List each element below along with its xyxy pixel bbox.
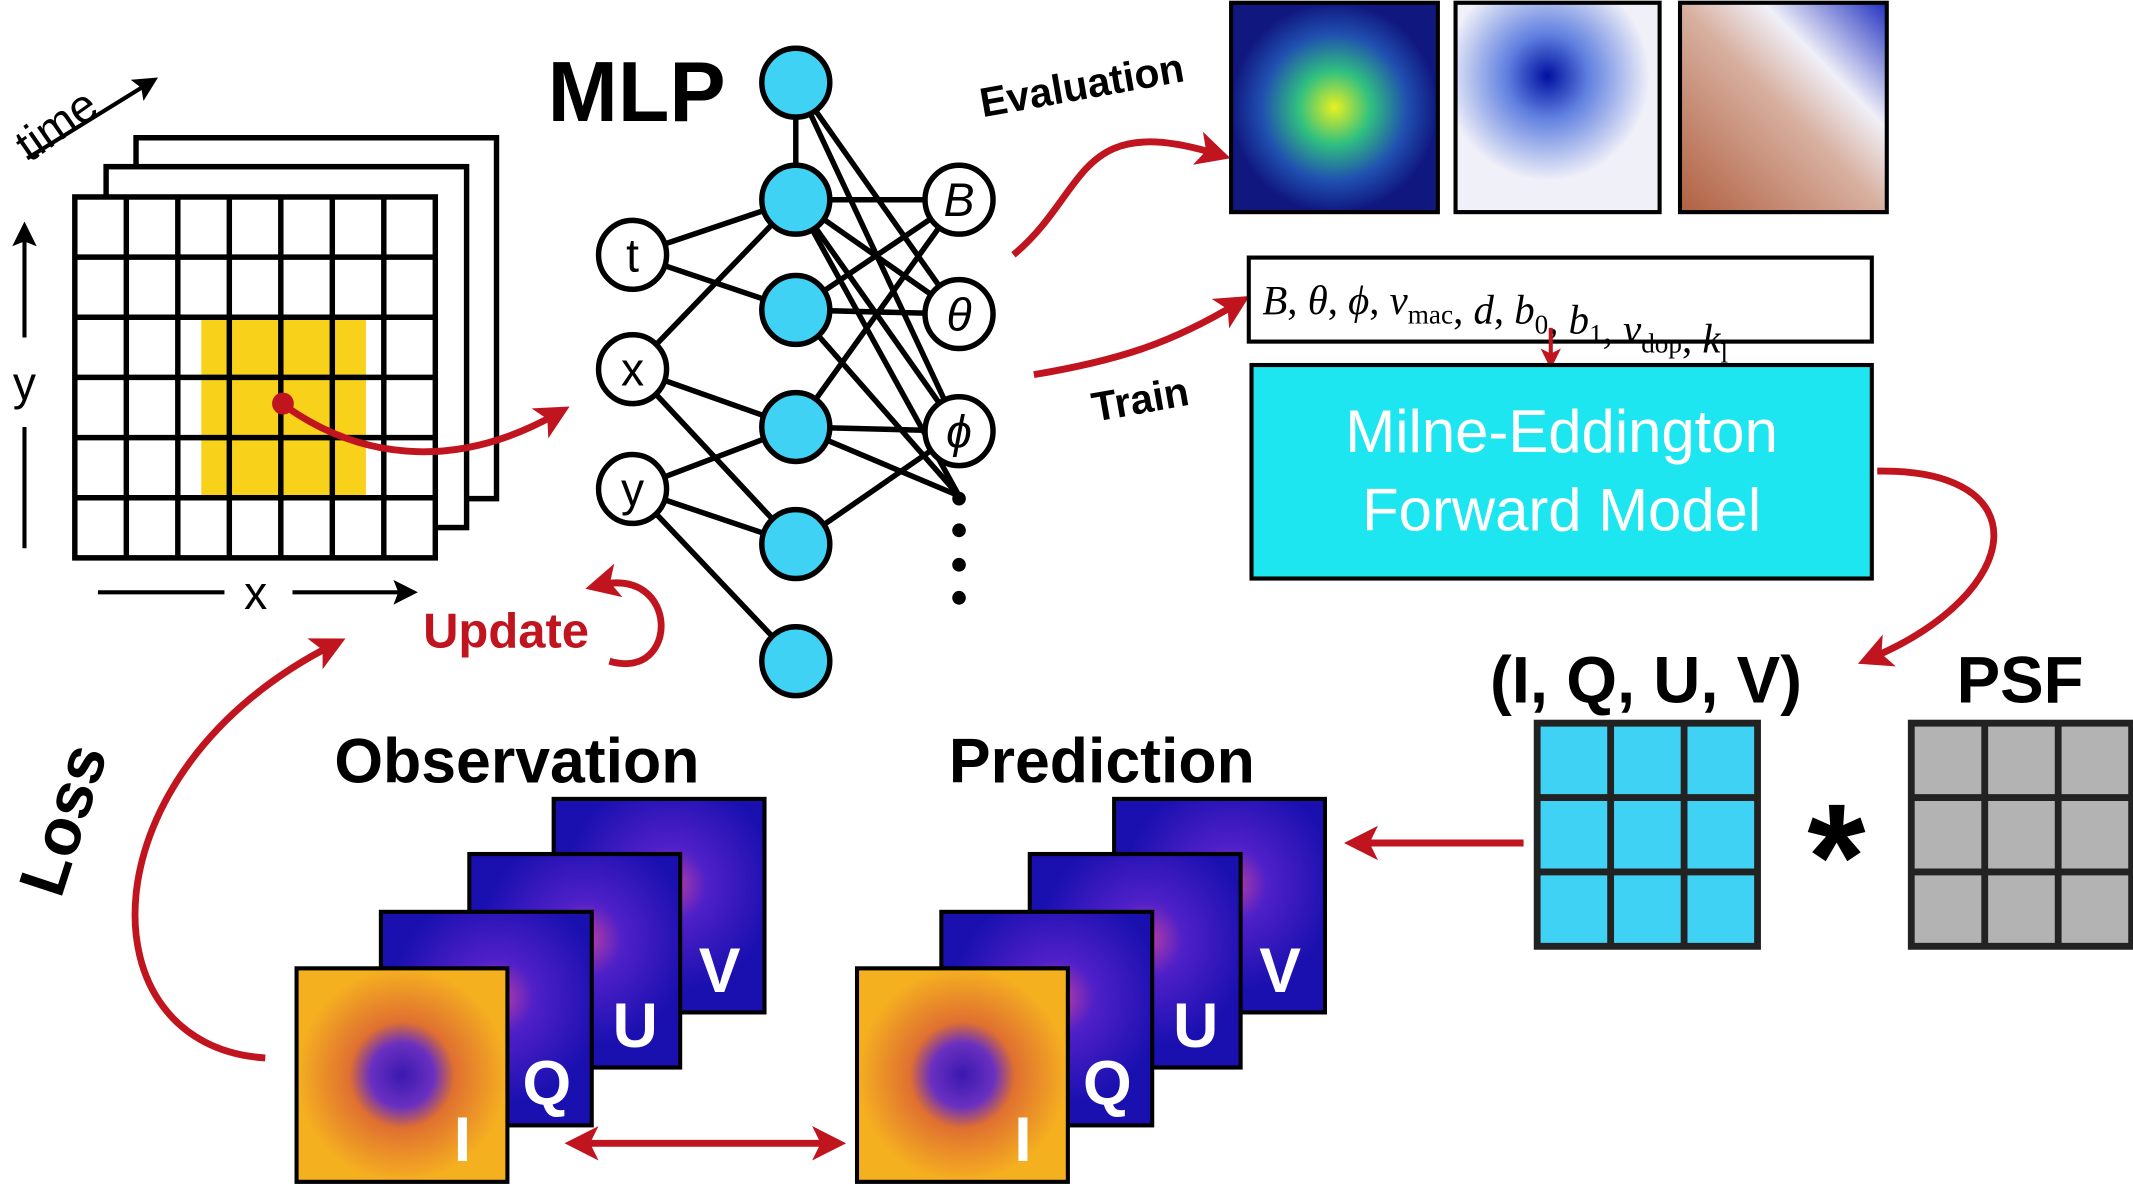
panel-label: U: [1173, 991, 1218, 1061]
stokes-map: [294, 966, 510, 1184]
parameter-subscript: dop: [1641, 328, 1682, 358]
panel-label: V: [1259, 935, 1301, 1005]
psf-grid: [1907, 719, 2133, 950]
time-axis: [26, 77, 158, 161]
stokes-label: (I, Q, U, V): [1490, 643, 1802, 716]
separator: ,: [1682, 315, 1702, 361]
parameter-list: B, θ, ϕ, vmac, d, b0, b1, vdop, kl: [1262, 277, 1728, 368]
train-label: Train: [1088, 368, 1192, 431]
parameter-symbol: θ: [1308, 277, 1328, 323]
panel-label: U: [613, 991, 658, 1061]
input-node: [595, 331, 670, 407]
parameter-symbol: d: [1473, 286, 1494, 332]
update-loop: [585, 563, 665, 667]
separator: ,: [1603, 306, 1623, 352]
mlp-network: t x y Bθ ϕ: [595, 45, 996, 699]
x-label: x: [244, 567, 267, 619]
panel-label: V: [699, 935, 741, 1005]
parameter-subscript: l: [1720, 338, 1728, 368]
time-label: time: [6, 78, 107, 172]
separator: ,: [1328, 277, 1348, 323]
convolution-operator: *: [1807, 772, 1866, 941]
input-label: t: [626, 229, 639, 281]
output-label: θ: [946, 288, 971, 340]
panel-label: Q: [523, 1048, 572, 1118]
connection: [630, 487, 798, 664]
hidden-node: [759, 623, 833, 699]
separator: ,: [1453, 286, 1473, 332]
parameter-symbol: k: [1702, 315, 1721, 361]
stokes-grid: [1533, 719, 1761, 950]
panel-label: I: [454, 1105, 471, 1175]
separator: ,: [1287, 277, 1307, 323]
parameter-symbol: v: [1623, 306, 1642, 352]
forward-model-box: [1249, 362, 1874, 581]
parameter-subscript: 1: [1589, 319, 1603, 349]
forward-model-line: Milne-Eddington: [1345, 396, 1777, 464]
stokes-map: [854, 966, 1070, 1184]
mlp-title: MLP: [548, 44, 726, 140]
input-label: x: [621, 343, 644, 395]
parameter-symbol: v: [1390, 277, 1409, 323]
train-arrow: [1033, 295, 1250, 379]
psf-label: PSF: [1957, 643, 2084, 716]
update-label: Update: [423, 603, 589, 658]
separator: ,: [1369, 277, 1389, 323]
parameter-subscript: mac: [1408, 300, 1453, 330]
parameter-symbol: B: [1262, 277, 1287, 323]
separator: ,: [1548, 296, 1568, 342]
input-node: [595, 217, 670, 293]
input-arrow: [283, 403, 570, 456]
connection: [630, 197, 798, 372]
connection: [793, 81, 962, 316]
grid-cell-bg: [1907, 719, 2133, 950]
hidden-node: [759, 45, 833, 120]
output-node: [922, 276, 996, 352]
hidden-node: [759, 272, 833, 348]
loss-arrow: [131, 638, 346, 1062]
parameter-symbol: ϕ: [1348, 277, 1369, 323]
evaluation-maps: [1229, 0, 1889, 215]
input-node: [595, 451, 670, 527]
evaluation-arrow: [1011, 131, 1231, 258]
forward-model-line: Forward Model: [1362, 475, 1761, 543]
evaluation-label: Evaluation: [976, 44, 1187, 126]
hidden-node: [759, 389, 833, 465]
separator: ,: [1494, 286, 1514, 332]
hidden-node: [759, 162, 833, 237]
grid-cell-bg: [1533, 719, 1761, 950]
input-label: y: [621, 463, 645, 515]
prediction-title: Prediction: [949, 726, 1255, 796]
panel-label: I: [1014, 1105, 1031, 1175]
y-label: y: [13, 357, 37, 409]
connection: [793, 198, 962, 433]
data-cube: [72, 134, 500, 561]
connection: [793, 81, 962, 433]
model-arrow: [1857, 467, 1998, 667]
hidden-node: [759, 506, 833, 582]
parameter-symbol: b: [1569, 296, 1589, 342]
output-node: [922, 162, 996, 237]
ellipsis: [952, 491, 966, 605]
parameter-subscript: 0: [1535, 309, 1549, 339]
connection: [793, 308, 962, 498]
observation-title: Observation: [334, 726, 699, 796]
parameter-box: [1246, 255, 1874, 344]
output-label: B: [944, 174, 975, 226]
output-node: [922, 393, 996, 469]
output-label: ϕ: [946, 405, 972, 457]
parameter-symbol: b: [1514, 286, 1534, 332]
loss-label: Loss: [5, 735, 121, 904]
panel-label: Q: [1083, 1048, 1132, 1118]
